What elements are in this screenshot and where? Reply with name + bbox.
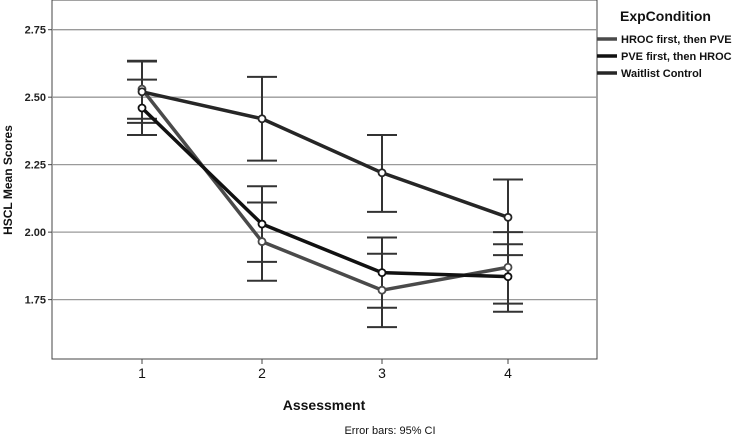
data-point <box>257 237 267 246</box>
data-point <box>257 219 267 229</box>
series-line-2 <box>140 106 509 279</box>
legend: ExpCondition HROC first, then PVE PVE fir… <box>597 8 732 80</box>
legend-label: HROC first, then PVE <box>621 34 732 46</box>
x-axis-label: Assessment <box>283 397 366 413</box>
x-axis: 1 2 3 4 <box>138 359 512 381</box>
y-tick-label: 1.75 <box>25 295 46 307</box>
y-axis-label: HSCL Mean Scores <box>1 125 15 235</box>
series-line-3 <box>141 90 509 219</box>
legend-label: Waitlist Control <box>621 68 702 80</box>
y-tick-label: 2.50 <box>25 92 46 104</box>
data-point <box>377 268 387 278</box>
data-point <box>257 114 267 124</box>
y-axis: 1.75 2.00 2.25 2.50 2.75 <box>25 25 52 307</box>
x-tick-label: 2 <box>258 365 266 381</box>
data-point <box>503 262 513 272</box>
y-tick-label: 2.25 <box>25 160 46 172</box>
data-point <box>503 272 513 282</box>
x-tick-label: 4 <box>504 365 512 381</box>
y-tick-label: 2.00 <box>25 227 46 239</box>
legend-title: ExpCondition <box>620 8 711 24</box>
x-tick-label: 1 <box>138 365 146 381</box>
error-bars-note: Error bars: 95% CI <box>344 425 435 437</box>
data-point <box>503 212 513 222</box>
data-point <box>137 87 147 97</box>
legend-label: PVE first, then HROC <box>621 51 732 63</box>
y-tick-label: 2.75 <box>25 25 46 37</box>
data-point <box>137 103 147 113</box>
data-point <box>377 285 387 295</box>
data-point <box>377 168 387 178</box>
x-tick-label: 3 <box>378 365 386 381</box>
series-group <box>127 59 523 329</box>
